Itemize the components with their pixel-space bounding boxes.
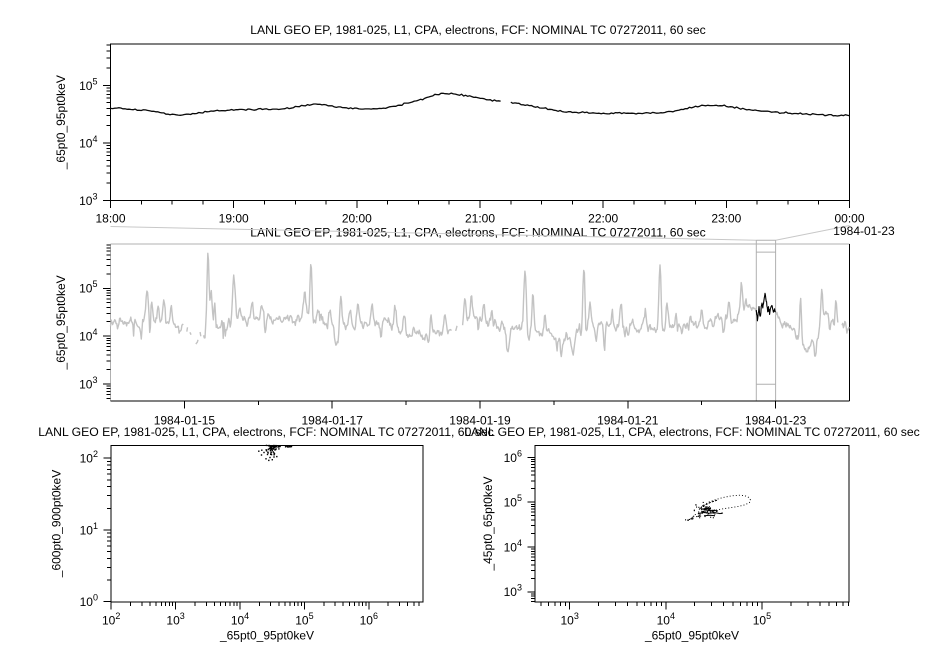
svg-text:LANL GEO EP, 1981-025, L1, CPA: LANL GEO EP, 1981-025, L1, CPA, electron… (464, 425, 919, 439)
svg-text:LANL GEO EP, 1981-025, L1, CPA: LANL GEO EP, 1981-025, L1, CPA, electron… (250, 226, 705, 240)
svg-text:1984-01-17: 1984-01-17 (302, 414, 364, 428)
svg-text:104: 104 (231, 611, 249, 628)
svg-text:103: 103 (561, 611, 579, 628)
svg-text:_65pt0_95pt0keV: _65pt0_95pt0keV (54, 75, 68, 170)
svg-text:1984-01-23: 1984-01-23 (745, 414, 807, 428)
svg-text:103: 103 (166, 611, 184, 628)
svg-text:1984-01-15: 1984-01-15 (154, 414, 216, 428)
svg-text:18:00: 18:00 (95, 212, 125, 226)
svg-text:102: 102 (102, 611, 120, 628)
svg-text:104: 104 (79, 327, 97, 344)
svg-text:_45pt0_65pt0keV: _45pt0_65pt0keV (481, 476, 495, 571)
svg-text:00:00: 00:00 (834, 212, 864, 226)
svg-text:102: 102 (80, 449, 98, 466)
svg-text:1984-01-19: 1984-01-19 (449, 414, 511, 428)
svg-text:104: 104 (79, 134, 97, 151)
svg-text:105: 105 (79, 76, 97, 93)
svg-text:100: 100 (80, 593, 98, 610)
svg-text:1984-01-23: 1984-01-23 (833, 224, 895, 238)
svg-text:22:00: 22:00 (588, 212, 618, 226)
svg-text:103: 103 (504, 583, 522, 600)
svg-text:106: 106 (360, 611, 378, 628)
svg-text:23:00: 23:00 (711, 212, 741, 226)
svg-text:19:00: 19:00 (219, 212, 249, 226)
svg-text:103: 103 (79, 375, 97, 392)
svg-text:20:00: 20:00 (342, 212, 372, 226)
svg-text:103: 103 (79, 191, 97, 208)
svg-text:104: 104 (657, 611, 675, 628)
svg-text:105: 105 (295, 611, 313, 628)
svg-text:LANL GEO EP, 1981-025, L1, CPA: LANL GEO EP, 1981-025, L1, CPA, electron… (38, 425, 493, 439)
svg-text:105: 105 (79, 279, 97, 296)
svg-text:105: 105 (753, 611, 771, 628)
svg-text:_600pt0_900pt0keV: _600pt0_900pt0keV (50, 470, 64, 578)
svg-text:21:00: 21:00 (465, 212, 495, 226)
svg-text:LANL GEO EP, 1981-025, L1, CPA: LANL GEO EP, 1981-025, L1, CPA, electron… (250, 23, 705, 37)
svg-text:_65pt0_95pt0keV: _65pt0_95pt0keV (644, 628, 739, 642)
svg-text:1984-01-21: 1984-01-21 (597, 414, 659, 428)
svg-text:106: 106 (504, 448, 522, 465)
svg-text:104: 104 (504, 538, 522, 555)
svg-text:_65pt0_95pt0keV: _65pt0_95pt0keV (54, 275, 68, 370)
svg-text:101: 101 (80, 521, 98, 538)
svg-text:_65pt0_95pt0keV: _65pt0_95pt0keV (219, 628, 314, 642)
svg-text:105: 105 (504, 493, 522, 510)
